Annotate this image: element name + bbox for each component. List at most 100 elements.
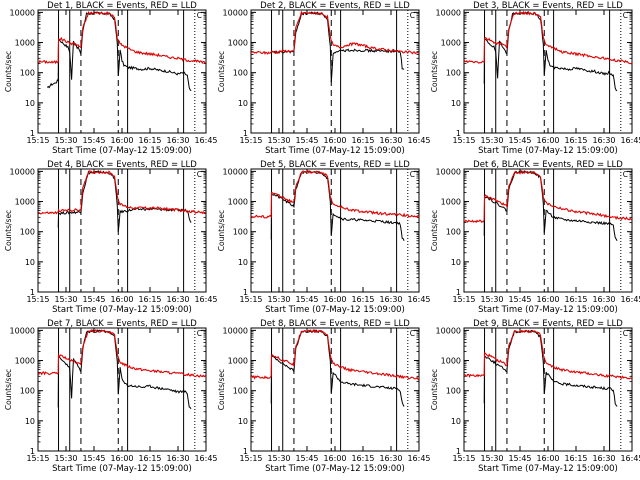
- y-tick-label: 1: [30, 288, 35, 297]
- x-tick-label: 16:00: [536, 136, 559, 145]
- y-tick-label: 10: [451, 417, 461, 426]
- qa-label: C: [197, 329, 202, 338]
- series-events: [57, 329, 192, 410]
- y-tick-label: 1: [456, 447, 461, 456]
- y-tick-label: 10: [238, 258, 248, 267]
- y-tick-label: 100: [233, 387, 248, 396]
- x-tick-label: 16:00: [323, 136, 346, 145]
- panel-title: Det 4, BLACK = Events, RED = LLD: [47, 160, 197, 170]
- x-tick-label: 15:15: [239, 295, 262, 304]
- x-tick-label: 16:15: [351, 454, 374, 463]
- x-tick-label: 16:15: [138, 136, 161, 145]
- series-events: [57, 170, 192, 232]
- x-tick-label: 15:30: [480, 454, 503, 463]
- y-axis-label: Counts/sec: [430, 369, 439, 410]
- series-lld: [38, 170, 206, 215]
- y-tick-label: 100: [446, 387, 461, 396]
- x-tick-label: 15:45: [82, 136, 105, 145]
- panel-title: Det 5, BLACK = Events, RED = LLD: [260, 160, 410, 170]
- x-axis-label: Start Time (07-May-12 15:09:00): [265, 146, 405, 156]
- plot-frame: [37, 9, 207, 134]
- plot-frame: [250, 327, 420, 452]
- x-tick-label: 16:15: [564, 136, 587, 145]
- panel-title: Det 1, BLACK = Events, RED = LLD: [47, 1, 197, 11]
- x-tick-label: 16:00: [323, 295, 346, 304]
- x-tick-label: 16:30: [166, 454, 189, 463]
- series-events: [483, 11, 618, 92]
- x-tick-label: 16:30: [592, 454, 615, 463]
- y-tick-label: 10: [25, 417, 35, 426]
- y-tick-label: 100: [233, 228, 248, 237]
- y-tick-label: 10000: [10, 326, 35, 335]
- x-tick-label: 15:45: [508, 454, 531, 463]
- x-tick-label: 15:30: [54, 295, 77, 304]
- panel-title: Det 7, BLACK = Events, RED = LLD: [47, 319, 197, 329]
- y-tick-label: 1000: [441, 39, 461, 48]
- qa-label: C: [197, 170, 202, 179]
- y-tick-label: 1: [243, 447, 248, 456]
- y-tick-label: 10000: [436, 8, 461, 17]
- plot-frame: [250, 9, 420, 134]
- y-tick-label: 1000: [441, 357, 461, 366]
- y-tick-label: 1: [30, 129, 35, 138]
- x-tick-label: 16:30: [379, 295, 402, 304]
- y-tick-label: 10000: [436, 326, 461, 335]
- y-tick-label: 1000: [15, 39, 35, 48]
- x-tick-label: 16:30: [379, 136, 402, 145]
- y-tick-label: 100: [446, 228, 461, 237]
- series-lld: [251, 170, 419, 219]
- plot-frame: [250, 168, 420, 293]
- x-tick-label: 15:30: [267, 136, 290, 145]
- x-tick-label: 16:45: [620, 454, 640, 463]
- x-tick-label: 16:00: [536, 295, 559, 304]
- x-tick-label: 15:30: [480, 136, 503, 145]
- y-tick-label: 1: [243, 129, 248, 138]
- y-tick-label: 100: [20, 387, 35, 396]
- x-tick-label: 15:45: [82, 454, 105, 463]
- y-axis-label: Counts/sec: [4, 369, 13, 410]
- x-tick-label: 16:15: [138, 454, 161, 463]
- x-tick-label: 16:00: [110, 454, 133, 463]
- x-tick-label: 16:30: [166, 136, 189, 145]
- x-axis-label: Start Time (07-May-12 15:09:00): [52, 464, 192, 474]
- series-lld: [464, 329, 632, 380]
- y-tick-label: 10: [451, 99, 461, 108]
- qa-label: C: [410, 329, 415, 338]
- y-tick-label: 10: [25, 99, 35, 108]
- x-axis-label: Start Time (07-May-12 15:09:00): [52, 146, 192, 156]
- x-tick-label: 16:30: [379, 454, 402, 463]
- y-tick-label: 1000: [228, 39, 248, 48]
- series-events: [270, 11, 405, 83]
- y-tick-label: 10: [238, 99, 248, 108]
- plot-frame: [37, 327, 207, 452]
- y-tick-label: 100: [446, 69, 461, 78]
- panel-title: Det 9, BLACK = Events, RED = LLD: [473, 319, 623, 329]
- x-tick-label: 16:15: [351, 136, 374, 145]
- x-tick-label: 15:15: [452, 136, 475, 145]
- x-tick-label: 16:45: [620, 136, 640, 145]
- x-tick-label: 16:15: [564, 295, 587, 304]
- x-tick-label: 15:30: [480, 295, 503, 304]
- x-tick-label: 15:30: [54, 136, 77, 145]
- x-tick-label: 15:15: [26, 454, 49, 463]
- y-tick-label: 10000: [10, 8, 35, 17]
- x-tick-label: 16:30: [592, 295, 615, 304]
- y-tick-label: 10000: [436, 167, 461, 176]
- series-events: [270, 170, 405, 242]
- x-tick-label: 15:30: [267, 454, 290, 463]
- x-axis-label: Start Time (07-May-12 15:09:00): [265, 464, 405, 474]
- y-tick-label: 1: [30, 447, 35, 456]
- x-tick-label: 15:45: [508, 136, 531, 145]
- y-tick-label: 10: [238, 417, 248, 426]
- series-events: [483, 329, 618, 407]
- qa-label: C: [410, 11, 415, 20]
- y-axis-label: Counts/sec: [4, 210, 13, 251]
- x-tick-label: 15:45: [508, 295, 531, 304]
